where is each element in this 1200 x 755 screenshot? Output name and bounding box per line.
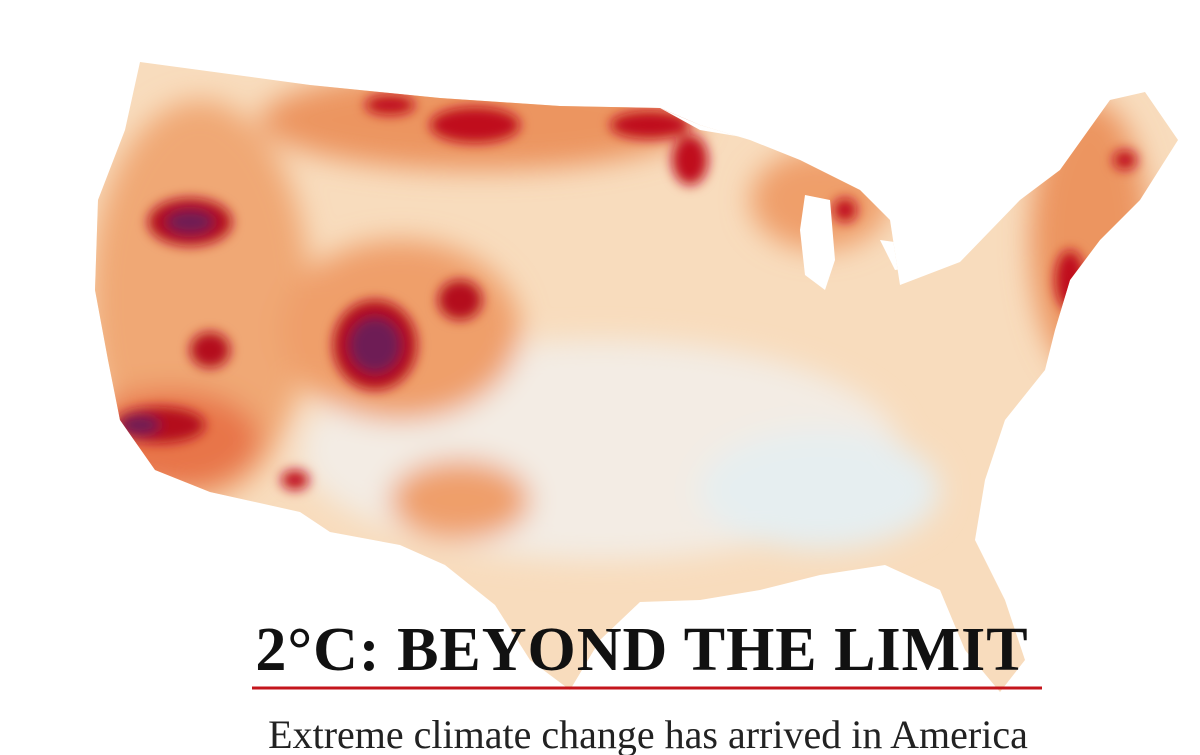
subheadline: Extreme climate change has arrived in Am…	[268, 712, 1028, 755]
hot-spots	[115, 95, 1137, 490]
headline: 2°C: BEYOND THE LIMIT	[255, 616, 1028, 684]
lake-michigan	[800, 195, 835, 290]
